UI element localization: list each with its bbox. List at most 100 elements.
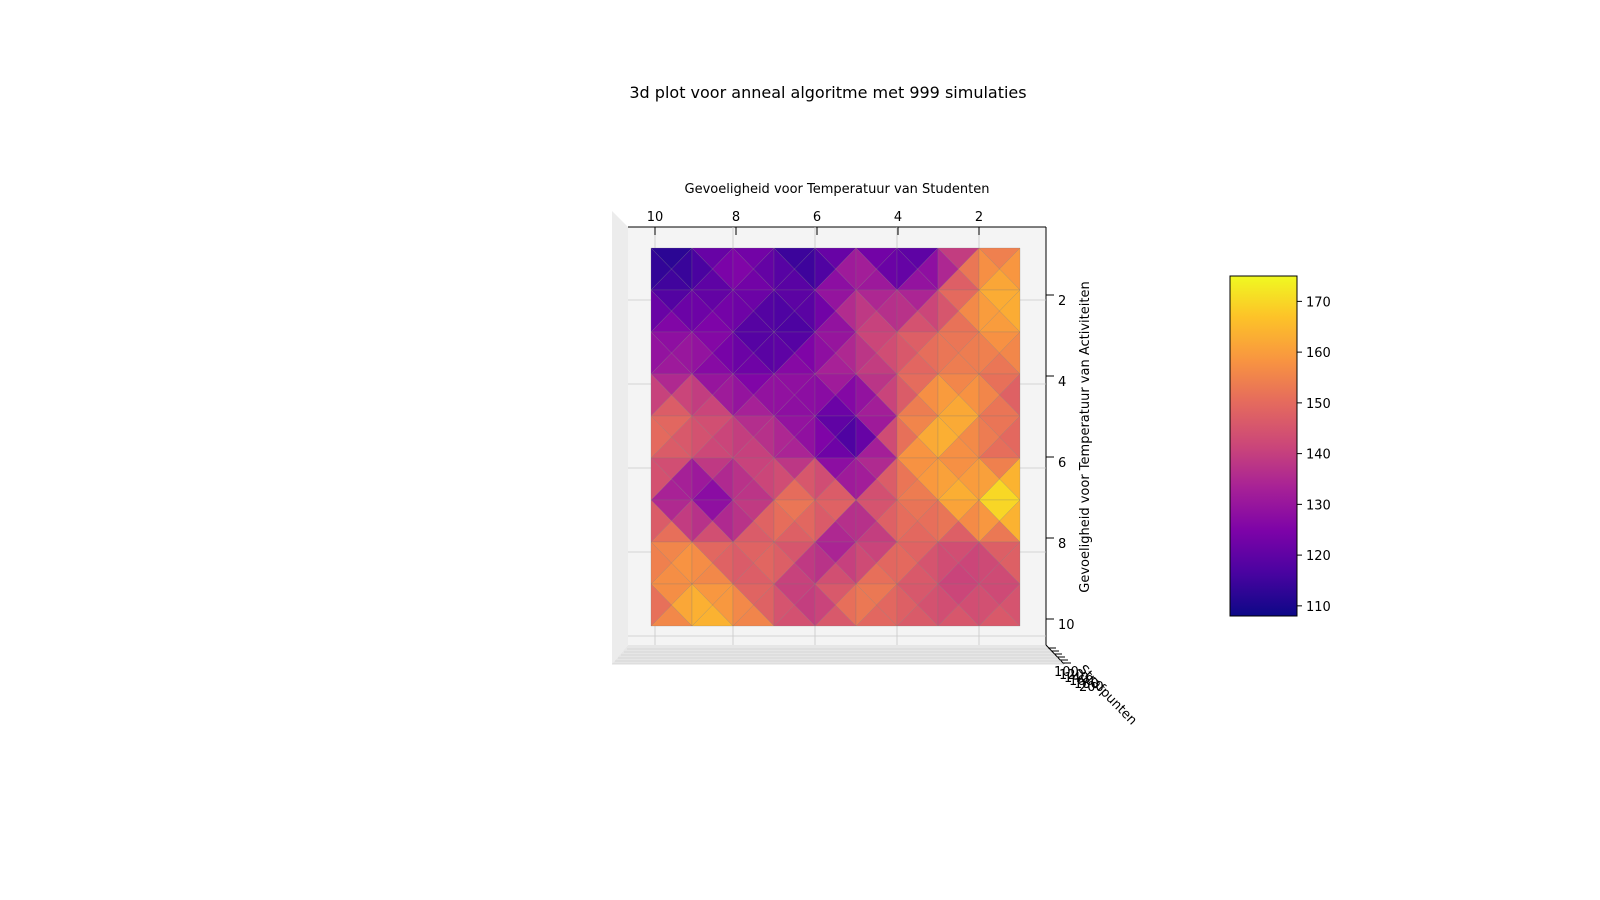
surface-facet <box>732 583 754 627</box>
y-tick-label: 2 <box>1058 294 1066 309</box>
colorbar-tick-label: 170 <box>1306 295 1331 310</box>
y-tick-label: 6 <box>1058 456 1066 471</box>
surface-facet <box>855 373 877 417</box>
surface-facet <box>773 289 795 333</box>
z-tick-label: 160 <box>1069 674 1094 689</box>
surface-facet <box>773 331 795 375</box>
surface-facet <box>896 415 918 459</box>
surface-facet <box>773 499 795 543</box>
surface-facet <box>978 541 1000 585</box>
surface-facet <box>650 247 672 291</box>
surface-facet <box>732 415 754 459</box>
surface-facet <box>896 331 918 375</box>
surface-facet <box>732 373 754 417</box>
x-tick-label: 6 <box>813 210 821 225</box>
colorbar-tick-label: 130 <box>1306 498 1331 513</box>
surface-facet <box>937 415 959 459</box>
colorbar-tick-label: 160 <box>1306 346 1331 361</box>
surface-facet <box>691 415 713 459</box>
surface-facet <box>691 373 713 417</box>
surface-facet <box>773 247 795 291</box>
surface-facet <box>978 457 1000 501</box>
side-pane <box>612 211 628 664</box>
y-tick-label: 4 <box>1058 375 1066 390</box>
x-axis-label: Gevoeligheid voor Temperatuur van Studen… <box>685 182 990 197</box>
side-pane-lines <box>612 648 1064 665</box>
surface-facet <box>855 247 877 291</box>
surface-facet <box>814 541 836 585</box>
x-tick-label: 2 <box>975 210 983 225</box>
surface-facet <box>691 541 713 585</box>
surface-facet <box>978 289 1000 333</box>
surface-facet <box>978 331 1000 375</box>
x-axis-ticks: 10 8 6 4 2 <box>647 210 983 235</box>
surface-facet <box>732 289 754 333</box>
surface-facet <box>896 499 918 543</box>
surface-facet <box>937 247 959 291</box>
surface-facet <box>896 457 918 501</box>
surface-facet <box>896 541 918 585</box>
y-tick-label: 8 <box>1058 537 1066 552</box>
x-tick-label: 4 <box>894 210 902 225</box>
surface-facet <box>855 541 877 585</box>
surface-facet <box>978 583 1000 627</box>
surface-plot <box>650 247 1021 627</box>
z-tick-label: 120 <box>1059 668 1084 683</box>
surface-facet <box>773 415 795 459</box>
colorbar-gradient <box>1229 275 1298 617</box>
surface-facet <box>814 289 836 333</box>
colorbar-tick-label: 150 <box>1306 397 1331 412</box>
surface-facet <box>937 583 959 627</box>
colorbar-tick-label: 110 <box>1306 600 1331 615</box>
surface-facet <box>937 289 959 333</box>
surface-facet <box>650 373 672 417</box>
surface-facet <box>773 457 795 501</box>
z-tick-label: 200 <box>1079 680 1104 695</box>
surface-facet <box>978 499 1000 543</box>
z-tick-label: 100 <box>1054 665 1079 680</box>
surface-facet <box>650 541 672 585</box>
colorbar-tick-label: 140 <box>1306 448 1331 463</box>
surface-facet <box>650 289 672 333</box>
surface-facet <box>978 373 1000 417</box>
surface-facet <box>650 583 672 627</box>
surface-facet <box>896 289 918 333</box>
surface-facet <box>732 499 754 543</box>
surface-facet <box>691 499 713 543</box>
z-tick-label: 140 <box>1064 671 1089 686</box>
surface-facet <box>896 247 918 291</box>
surface-facet <box>814 457 836 501</box>
surface-facet <box>855 415 877 459</box>
surface-facet <box>732 457 754 501</box>
surface-facet <box>650 499 672 543</box>
surface-facet <box>650 331 672 375</box>
surface-facet <box>855 499 877 543</box>
surface-facet <box>937 499 959 543</box>
surface-facet <box>937 457 959 501</box>
surface-facet <box>732 331 754 375</box>
surface-facet <box>650 415 672 459</box>
surface-facet <box>732 541 754 585</box>
surface-facet <box>855 583 877 627</box>
x-tick-label: 8 <box>732 210 740 225</box>
surface-facet <box>773 373 795 417</box>
floor-pane <box>612 645 1064 664</box>
z-tick-label: 180 <box>1074 677 1099 692</box>
surface-facet <box>896 373 918 417</box>
surface-facet <box>691 247 713 291</box>
surface-facet <box>937 373 959 417</box>
surface-facet <box>937 541 959 585</box>
surface-facet <box>855 289 877 333</box>
surface-facet <box>691 457 713 501</box>
y-axis-ticks: 2 4 6 8 10 <box>1046 294 1075 633</box>
x-tick-label: 10 <box>647 210 664 225</box>
surface-facet <box>773 583 795 627</box>
surface-facet <box>814 331 836 375</box>
surface-facet <box>814 373 836 417</box>
surface-facet <box>650 457 672 501</box>
surface-facet <box>814 499 836 543</box>
colorbar-ticks: 110 120 130 140 150 160 170 <box>1297 295 1331 615</box>
surface-facet <box>691 289 713 333</box>
z-axis-label: Strafpunten <box>1075 662 1139 728</box>
